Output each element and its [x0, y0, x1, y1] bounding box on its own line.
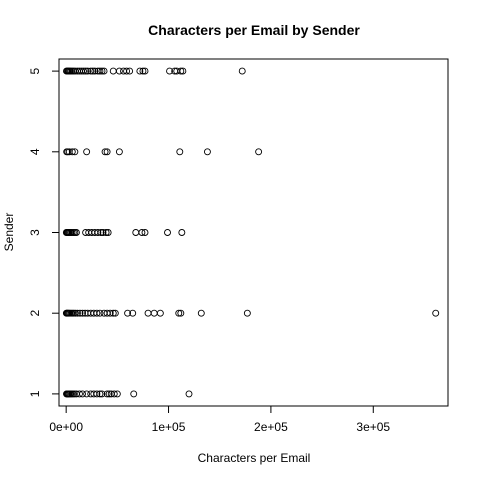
x-tick-label: 3e+05: [356, 420, 390, 434]
data-point: [150, 309, 158, 317]
data-point: [79, 309, 86, 317]
x-tick-label: 2e+05: [254, 420, 288, 434]
data-point: [93, 309, 101, 317]
data-point: [96, 309, 104, 317]
data-point: [98, 67, 106, 75]
data-point: [89, 67, 97, 75]
data-point: [83, 390, 91, 398]
data-point: [71, 309, 79, 317]
data-point: [103, 390, 111, 398]
data-point: [115, 67, 123, 75]
data-point: [97, 229, 105, 236]
data-point: [124, 309, 132, 317]
data-point: [106, 309, 114, 317]
data-point: [72, 229, 80, 236]
data-point: [138, 229, 146, 236]
data-point: [238, 67, 246, 75]
data-point: [99, 229, 107, 236]
data-point: [126, 67, 134, 75]
data-point: [71, 148, 79, 156]
data-point: [100, 67, 108, 75]
data-point: [93, 390, 101, 398]
data-point: [102, 229, 110, 236]
y-axis-title: Sender: [2, 213, 16, 252]
x-tick-label: 0e+00: [49, 420, 83, 434]
data-point: [144, 309, 152, 317]
data-point: [141, 67, 149, 75]
data-point: [98, 390, 106, 398]
y-tick-label: 1: [28, 390, 42, 397]
data-point: [123, 67, 131, 75]
data-point: [179, 67, 187, 75]
data-point: [113, 390, 121, 398]
y-axis: 1 2 3 4 5: [28, 67, 59, 397]
x-axis: 0e+00 1e+05 2e+05 3e+05: [49, 406, 390, 434]
data-point: [83, 148, 91, 156]
data-point: [130, 390, 138, 398]
data-points: [62, 67, 440, 398]
plot-frame: [58, 58, 449, 407]
data-point: [141, 229, 149, 236]
x-tick-label: 1e+05: [152, 420, 186, 434]
data-point: [70, 390, 78, 398]
y-tick-label: 3: [28, 229, 42, 236]
data-point: [177, 309, 185, 317]
data-point: [110, 390, 118, 398]
data-point: [79, 390, 86, 398]
data-point: [84, 67, 92, 75]
data-point: [175, 309, 183, 317]
data-point: [68, 148, 76, 156]
data-point: [109, 309, 117, 317]
y-tick-label: 4: [28, 148, 42, 155]
data-point: [178, 229, 186, 236]
x-axis-title: Characters per Email: [198, 451, 311, 465]
data-point: [96, 67, 104, 75]
data-point: [115, 148, 123, 156]
data-point: [76, 309, 84, 317]
data-point: [243, 309, 251, 317]
data-point: [136, 67, 144, 75]
data-point: [139, 67, 147, 75]
data-point: [255, 148, 263, 156]
data-point: [87, 67, 95, 75]
data-point: [164, 229, 171, 236]
data-point: [177, 67, 185, 75]
data-point: [101, 148, 109, 156]
data-point: [82, 67, 90, 75]
data-point: [76, 390, 83, 398]
data-point: [109, 67, 117, 75]
data-point: [91, 67, 99, 75]
data-point: [166, 67, 174, 75]
y-tick-label: 2: [28, 310, 42, 317]
data-point: [104, 229, 112, 236]
data-point: [105, 390, 113, 398]
data-point: [111, 309, 119, 317]
data-point: [197, 309, 205, 317]
chart-title: Characters per Email by Sender: [148, 22, 360, 38]
data-point: [94, 229, 102, 236]
data-point: [203, 148, 211, 156]
data-point: [73, 309, 81, 317]
data-point: [103, 148, 111, 156]
y-tick-label: 5: [28, 67, 42, 74]
data-point: [185, 390, 193, 398]
data-point: [156, 309, 164, 317]
data-point: [132, 229, 140, 236]
data-point: [432, 309, 440, 317]
data-point: [176, 148, 184, 156]
data-point: [129, 309, 137, 317]
data-point: [80, 67, 88, 75]
data-point: [96, 390, 104, 398]
